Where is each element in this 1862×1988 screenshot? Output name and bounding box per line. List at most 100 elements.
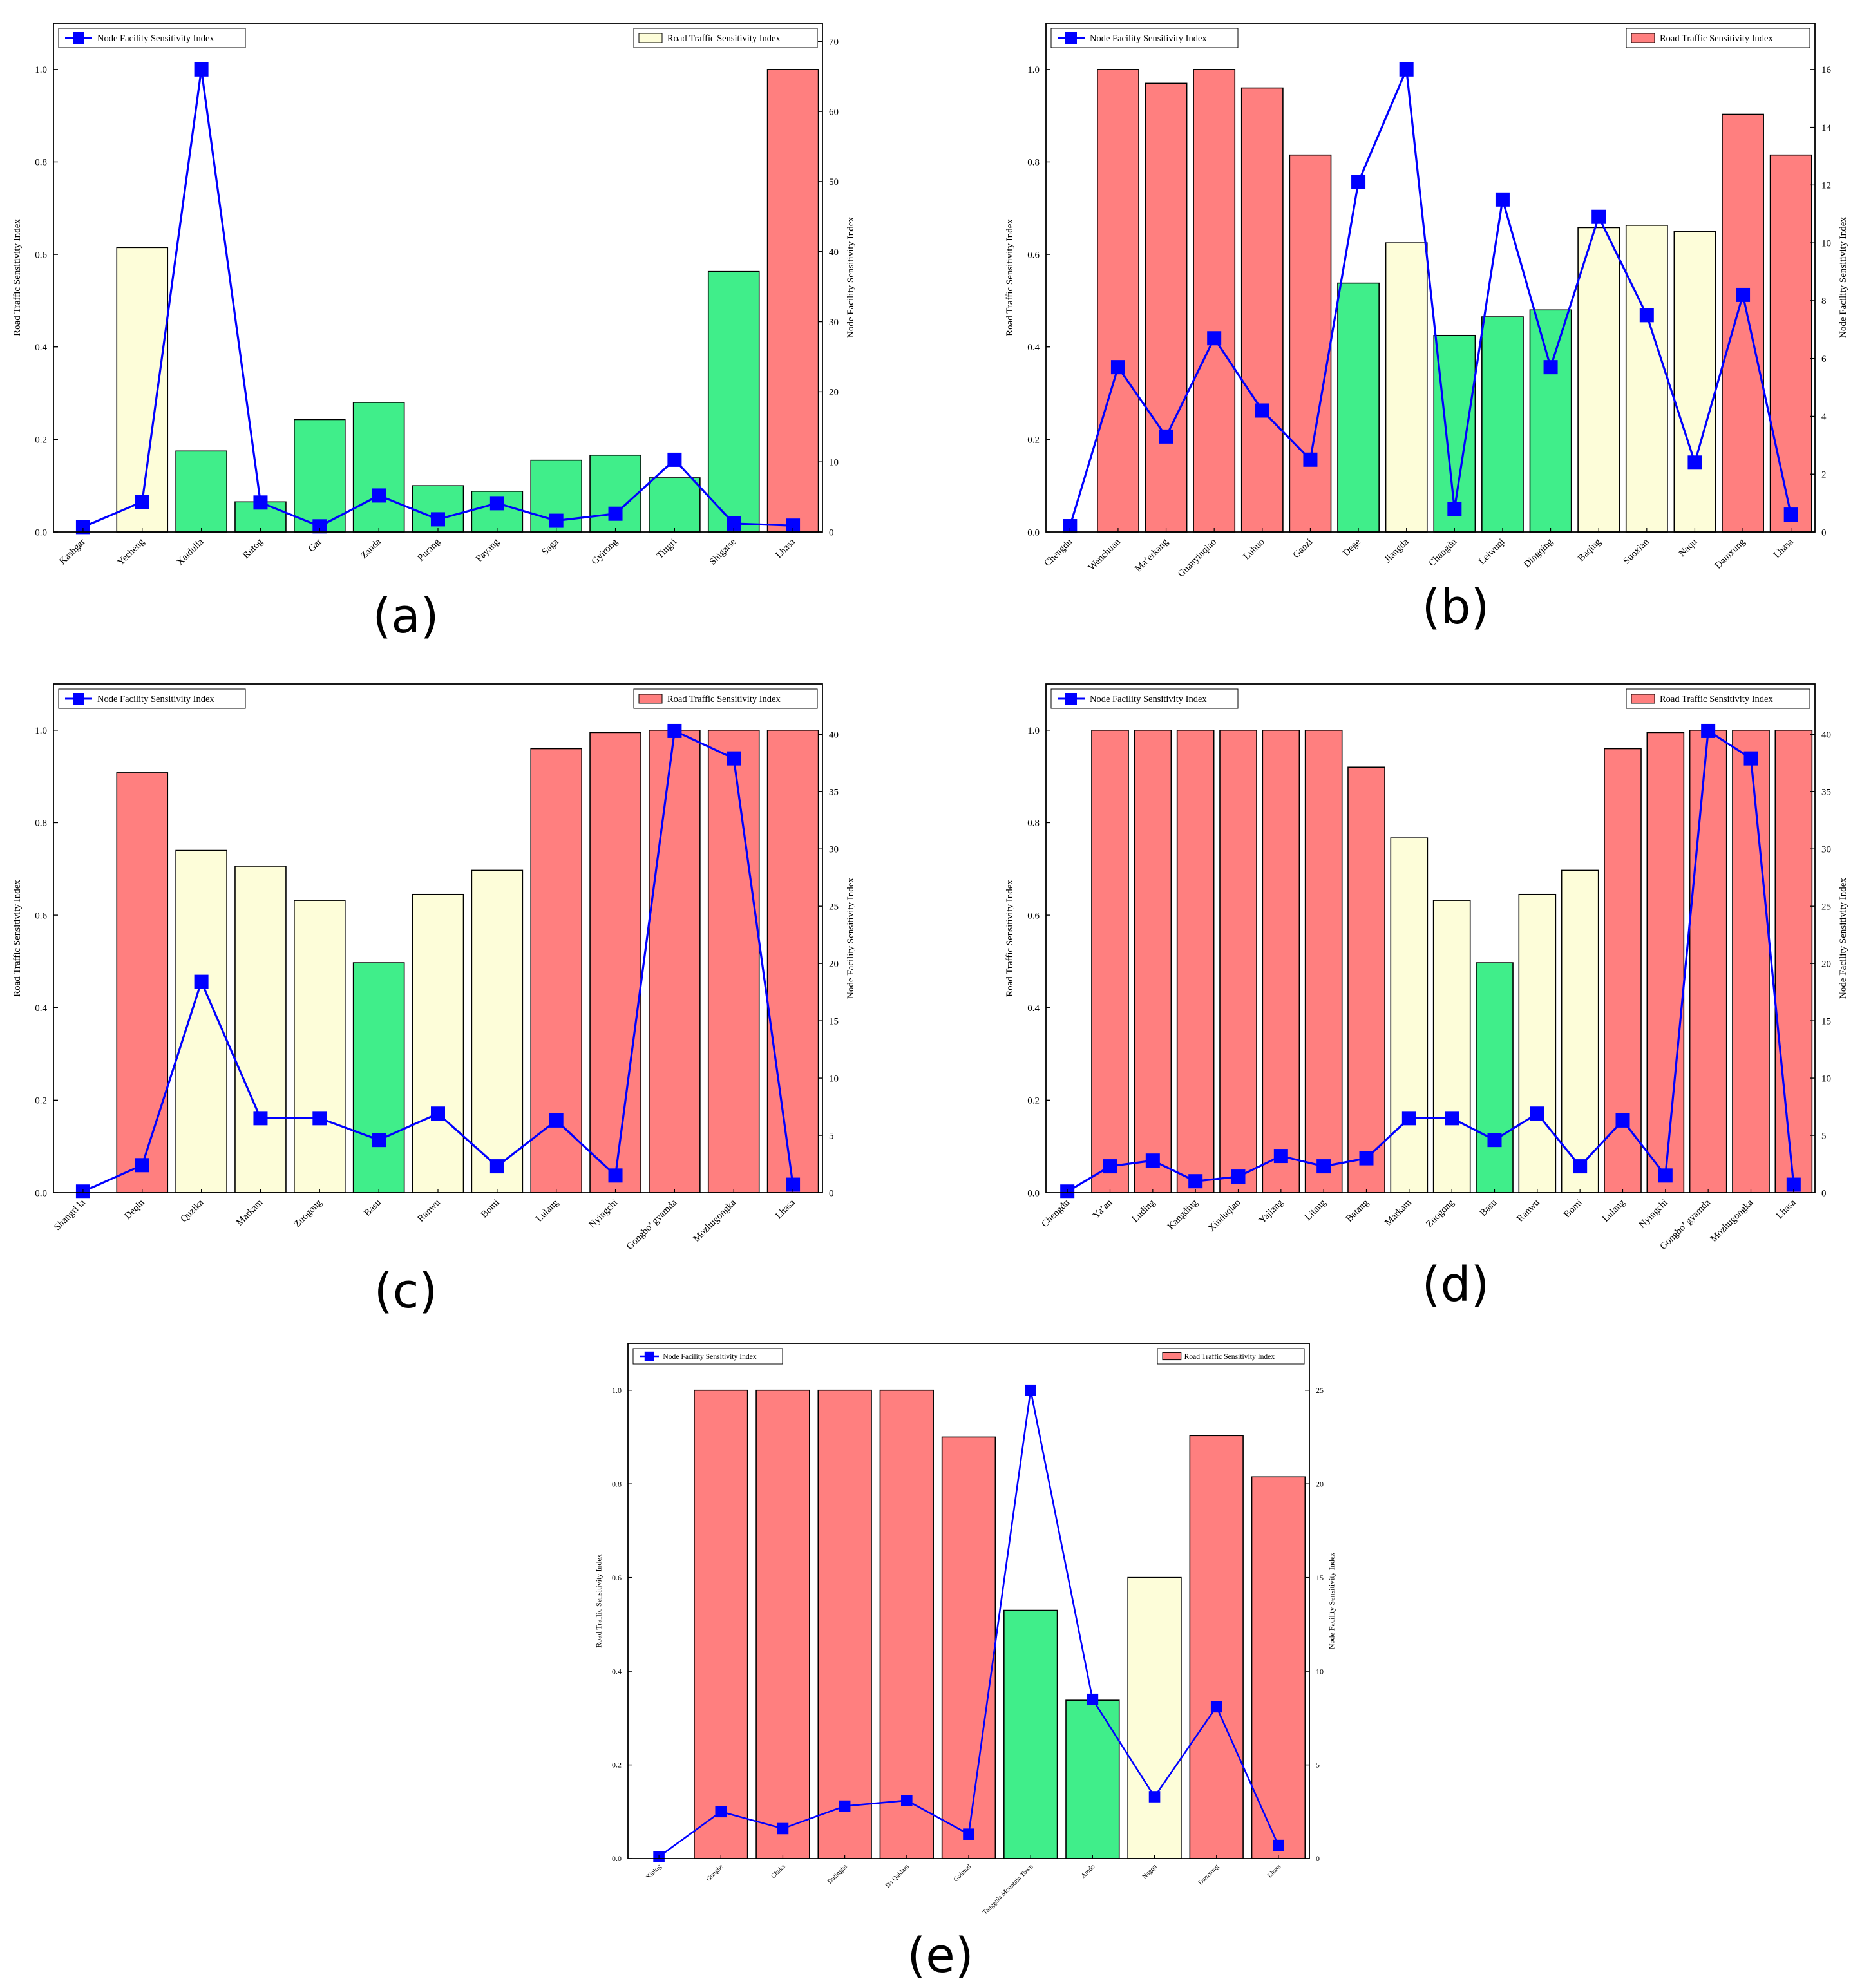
bar-Zanda — [352, 402, 405, 533]
line-marker-Luding — [1145, 1153, 1160, 1168]
x-tick-label: Ranwu — [415, 1197, 442, 1224]
left-tick-label: 0.6 — [612, 1573, 622, 1582]
legend-line-label: Node Facility Sensitivity Index — [97, 694, 214, 705]
line-marker-Lulang — [549, 1113, 564, 1128]
left-tick-label: 0.4 — [612, 1667, 622, 1676]
line-marker-Nagqu — [1148, 1791, 1161, 1803]
line-marker-Chaka — [777, 1822, 789, 1835]
line-marker-Chengdu — [1063, 519, 1078, 534]
x-tick-label: Luhuo — [1242, 537, 1267, 562]
plot-frame — [1045, 683, 1816, 1193]
bar-Dulingha — [817, 1389, 872, 1859]
bar-Gar — [294, 419, 346, 533]
legend-line-label: Node Facility Sensitivity Index — [663, 1352, 756, 1361]
bar-Lhasa — [766, 69, 819, 533]
right-tick-label: 60 — [829, 107, 839, 117]
line-marker-Bomi — [489, 1159, 504, 1174]
legend-bar-box — [1157, 1348, 1305, 1365]
bar-Gonghe — [694, 1389, 748, 1859]
legend-line-marker — [644, 1351, 654, 1361]
bar-Gongbo’ gyamda — [649, 730, 701, 1193]
x-tick-label: Lhasa — [774, 1197, 797, 1221]
line-marker-Suoxian — [1639, 308, 1654, 323]
x-tick-label: Shangri la — [52, 1197, 88, 1233]
legend-bar-label: Road Traffic Sensitivity Index — [1660, 694, 1773, 705]
left-tick-label: 0.6 — [35, 911, 47, 921]
x-tick-label: Rutog — [241, 536, 265, 561]
line-marker-Basu — [1487, 1133, 1502, 1148]
x-tick-label: Quzika — [178, 1197, 205, 1224]
chart-panel-3: 0.0 0.2 0.4 0.6 0.8 1.0 0 5 10 15 20 25 30 35 40 Road T… — [12, 683, 856, 1252]
left-tick-label: 0.8 — [1027, 819, 1040, 829]
line-marker-Kangding — [1188, 1174, 1203, 1189]
x-tick-label: Purang — [415, 536, 442, 563]
left-axis-label: Road Traffic Sensitivity Index — [1005, 219, 1015, 336]
line-marker-Kashgar — [75, 520, 90, 535]
x-tick-label: Guanyinqiao — [1176, 537, 1219, 580]
legend-line-marker — [1065, 32, 1077, 44]
legend-bar-swatch — [638, 694, 663, 704]
right-tick-label: 20 — [1821, 959, 1831, 969]
x-tick-label: Gar — [307, 537, 324, 554]
bar-Zuogong — [294, 900, 346, 1193]
bar-Ma’erkang — [1145, 82, 1188, 533]
bar-Jiangda — [1385, 242, 1428, 533]
bar-Lhasa — [1251, 1476, 1306, 1859]
x-tick-label: Xining — [645, 1863, 663, 1881]
line-marker-Mozhugongka — [727, 751, 741, 766]
right-axis-label: Node Facility Sensitivity Index — [1327, 1553, 1336, 1649]
left-axis-label: Road Traffic Sensitivity Index — [12, 880, 23, 997]
legend-line-label: Node Facility Sensitivity Index — [1090, 694, 1207, 705]
line-marker-Damxung — [1210, 1701, 1222, 1713]
line-marker-Ma’erkang — [1159, 429, 1173, 444]
left-tick-label: 0.4 — [35, 343, 47, 353]
line-marker-Ganzi — [1303, 452, 1318, 467]
line-marker-Leiwuqi — [1495, 192, 1510, 207]
right-tick-label: 10 — [1316, 1667, 1324, 1676]
x-tick-label: Amdo — [1080, 1863, 1097, 1880]
line-marker-Damxung — [1736, 287, 1751, 302]
x-tick-label: Gongbo’ gyamda — [625, 1197, 679, 1252]
line-marker-Lhasa — [786, 518, 801, 533]
line-marker-Baqing — [1591, 209, 1606, 224]
left-tick-label: 0.4 — [1027, 343, 1040, 353]
bar-Lhasa — [1769, 154, 1812, 533]
legend-bar-label: Road Traffic Sensitivity Index — [667, 33, 781, 44]
line-marker-Markam — [253, 1111, 268, 1126]
line-marker-Guanyinqiao — [1207, 331, 1222, 346]
right-tick-label: 5 — [1821, 1131, 1827, 1141]
bar-Xinduqiao — [1219, 730, 1257, 1193]
bar-Golmud — [941, 1436, 996, 1859]
bar-Dege — [1337, 282, 1380, 533]
x-tick-label: Bomi — [479, 1198, 502, 1220]
right-tick-label: 10 — [1821, 238, 1831, 249]
left-tick-label: 0.8 — [35, 819, 47, 829]
left-axis-label: Road Traffic Sensitivity Index — [594, 1554, 603, 1647]
legend-bar-box — [633, 28, 818, 48]
bar-Ganzi — [1289, 154, 1332, 533]
bar-Ranwu — [412, 893, 464, 1193]
right-tick-label: 0 — [1821, 1188, 1827, 1198]
left-tick-label: 0.0 — [612, 1854, 622, 1863]
left-tick-label: 0.8 — [1027, 158, 1040, 168]
x-tick-label: Litang — [1303, 1197, 1328, 1222]
right-tick-label: 15 — [829, 1016, 839, 1027]
panel-label-e: (e) — [907, 1928, 974, 1983]
right-tick-label: 25 — [1821, 902, 1831, 912]
legend-bar-label: Road Traffic Sensitivity Index — [667, 694, 781, 705]
right-tick-label: 0 — [1821, 527, 1827, 538]
line-marker-Yajiang — [1273, 1149, 1288, 1164]
right-tick-label: 10 — [829, 457, 839, 468]
legend-bar-swatch — [1162, 1352, 1182, 1361]
bar-Zuogong — [1432, 900, 1471, 1193]
left-axis-label: Road Traffic Sensitivity Index — [1005, 880, 1015, 997]
right-tick-label: 40 — [829, 247, 839, 258]
x-tick-label: Golmud — [953, 1863, 973, 1883]
chart-panel-4: 0.0 0.2 0.4 0.6 0.8 1.0 0 5 10 15 20 25 30 35 40 Road T… — [1005, 683, 1848, 1252]
bar-Damxung — [1722, 113, 1764, 533]
x-tick-label: Zuogong — [1424, 1197, 1456, 1229]
left-tick-label: 0.0 — [1027, 527, 1040, 538]
line-marker-Dingqing — [1543, 360, 1558, 375]
left-tick-label: 0.0 — [35, 1188, 47, 1198]
x-tick-label: Zuogong — [292, 1197, 325, 1229]
